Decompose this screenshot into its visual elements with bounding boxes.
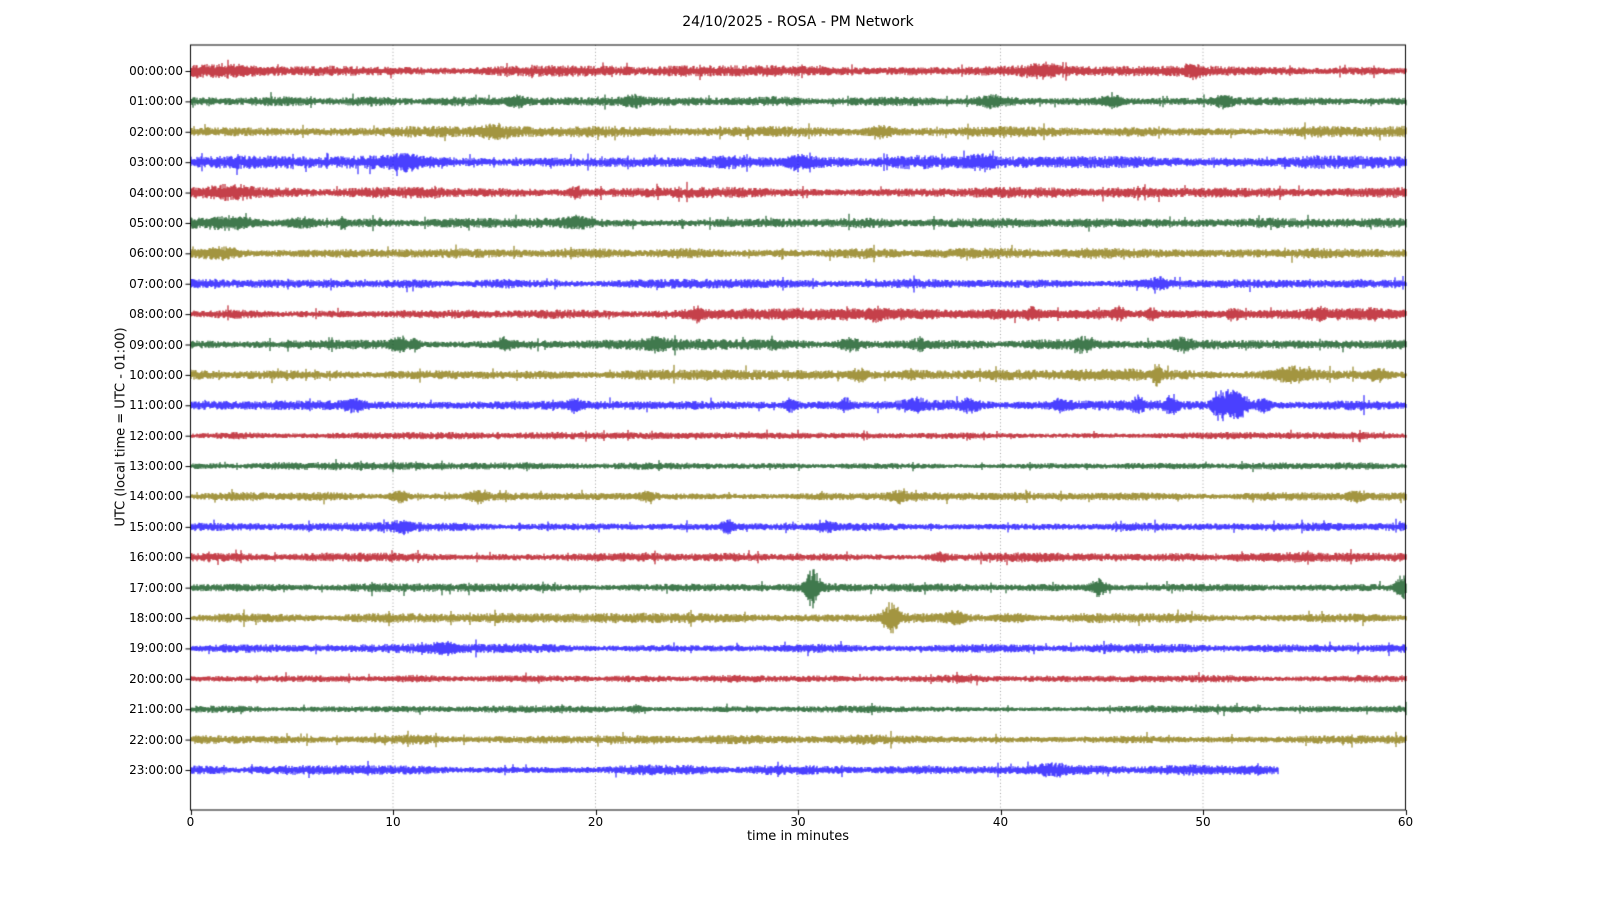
x-tick-label: 20 [587, 815, 604, 829]
y-tick-label: 11:00:00 [129, 398, 183, 413]
x-tick-label: 50 [1195, 815, 1211, 829]
x-tick-label: 40 [992, 815, 1009, 829]
y-tick-label: 08:00:00 [129, 307, 183, 322]
y-tick-label: 18:00:00 [129, 611, 183, 626]
y-tick-label: 15:00:00 [129, 519, 183, 534]
x-tick-label: 10 [385, 815, 401, 829]
y-tick-label: 04:00:00 [129, 185, 183, 200]
x-tick-label: 0 [186, 815, 195, 829]
y-tick-label: 00:00:00 [129, 64, 183, 78]
y-tick-label: 02:00:00 [129, 124, 183, 139]
y-tick-label: 07:00:00 [129, 276, 183, 291]
y-tick-label: 20:00:00 [129, 671, 183, 686]
y-tick-label: 03:00:00 [129, 155, 183, 170]
y-tick-label: 09:00:00 [129, 337, 183, 352]
x-axis-label: time in minutes [746, 829, 850, 844]
y-tick-label: 12:00:00 [129, 428, 183, 443]
y-tick-label: 05:00:00 [129, 215, 183, 230]
y-tick-label: 14:00:00 [129, 489, 183, 504]
y-tick-label: 19:00:00 [129, 641, 183, 656]
x-tick-label: 60 [1397, 815, 1414, 829]
y-tick-label: 06:00:00 [129, 246, 183, 261]
x-tick-label: 30 [790, 815, 806, 829]
y-tick-label: 22:00:00 [129, 732, 183, 747]
y-tick-label: 23:00:00 [129, 762, 183, 777]
y-tick-label: 01:00:00 [129, 94, 183, 109]
y-tick-label: 16:00:00 [129, 550, 183, 565]
y-tick-label: 10:00:00 [129, 367, 183, 382]
y-tick-label: 13:00:00 [129, 459, 183, 474]
y-tick-label: 21:00:00 [129, 702, 183, 717]
y-tick-label: 17:00:00 [129, 580, 183, 595]
chart-title: 24/10/2025 - ROSA - PM Network [682, 14, 914, 30]
